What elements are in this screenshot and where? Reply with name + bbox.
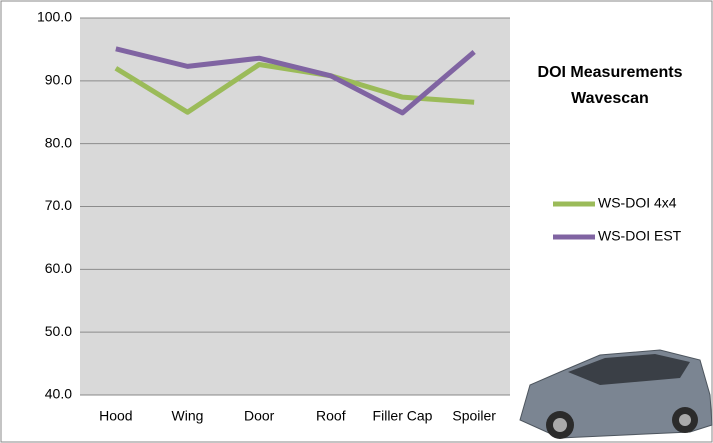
x-tick-label: Spoiler <box>452 408 496 424</box>
y-tick-label: 100.0 <box>37 9 72 25</box>
y-tick-label: 70.0 <box>45 197 72 213</box>
legend-label: WS-DOI EST <box>598 228 682 244</box>
y-tick-label: 60.0 <box>45 260 72 276</box>
series-line <box>114 61 475 115</box>
y-tick-label: 40.0 <box>45 386 72 402</box>
chart-title: DOI Measurements Wavescan <box>537 64 683 107</box>
x-tick-label: Wing <box>172 408 204 424</box>
y-tick-label: 50.0 <box>45 323 72 339</box>
legend-label: WS-DOI 4x4 <box>598 195 677 211</box>
car-illustration <box>519 349 713 439</box>
x-tick-label: Filler Cap <box>373 408 433 424</box>
series-line <box>115 46 476 116</box>
x-tick-label: Roof <box>316 408 346 424</box>
x-tick-label: Hood <box>99 408 132 424</box>
y-tick-label: 90.0 <box>45 72 72 88</box>
x-tick-label: Door <box>244 408 275 424</box>
y-tick-label: 80.0 <box>45 134 72 150</box>
